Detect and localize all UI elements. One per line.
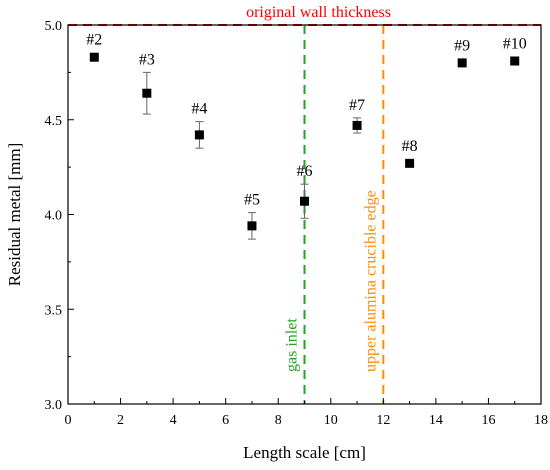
data-point-label: #10 [503, 36, 527, 53]
x-tick-label: 4 [170, 413, 177, 428]
y-tick-label: 5.0 [45, 19, 63, 34]
data-point [194, 130, 204, 140]
x-tick-label: 8 [275, 413, 282, 428]
data-point-label: #9 [454, 37, 470, 54]
data-point-label: #6 [297, 163, 313, 180]
reference-line-label: gas inlet [284, 318, 301, 372]
x-tick-label: 12 [376, 413, 390, 428]
data-point-label: #5 [244, 192, 260, 209]
x-tick-label: 2 [117, 413, 124, 428]
data-point [89, 52, 99, 62]
y-axis-title: Residual metal [mm] [5, 143, 24, 287]
x-tick-label: 0 [65, 413, 72, 428]
x-tick-label: 16 [481, 413, 495, 428]
data-point-label: #4 [191, 101, 207, 118]
y-tick-label: 3.5 [45, 303, 63, 318]
reference-line-label: original wall thickness [246, 4, 391, 21]
y-tick-label: 4.0 [45, 209, 63, 224]
y-tick-label: 3.0 [45, 398, 63, 413]
x-tick-label: 6 [222, 413, 229, 428]
data-point [142, 88, 152, 98]
data-point-label: #8 [402, 138, 418, 155]
data-point-label: #2 [86, 32, 102, 49]
x-tick-label: 10 [324, 413, 338, 428]
y-tick-label: 4.5 [45, 114, 63, 129]
data-point [352, 120, 362, 130]
x-axis-title: Length scale [cm] [243, 443, 366, 462]
data-point-label: #3 [139, 51, 155, 68]
data-point [457, 58, 467, 68]
x-tick-label: 18 [534, 413, 548, 428]
data-point [300, 196, 309, 206]
data-point [405, 158, 415, 168]
axes-layer: 0 2 4 6 8 10 12 14 16 18 3.0 3.5 4.0 4.5 5.0 [45, 19, 549, 428]
reference-line-label: upper alumina crucible edge [362, 190, 379, 372]
data-point [510, 56, 520, 66]
data-layer: #2 #3 #4 #5 #6 #7 #8 #9 #10 [86, 32, 527, 240]
data-point-label: #7 [349, 97, 365, 114]
reference-lines-layer: original wall thickness gas inlet upper al… [68, 4, 541, 404]
data-point [247, 221, 257, 231]
x-tick-label: 14 [429, 413, 443, 428]
